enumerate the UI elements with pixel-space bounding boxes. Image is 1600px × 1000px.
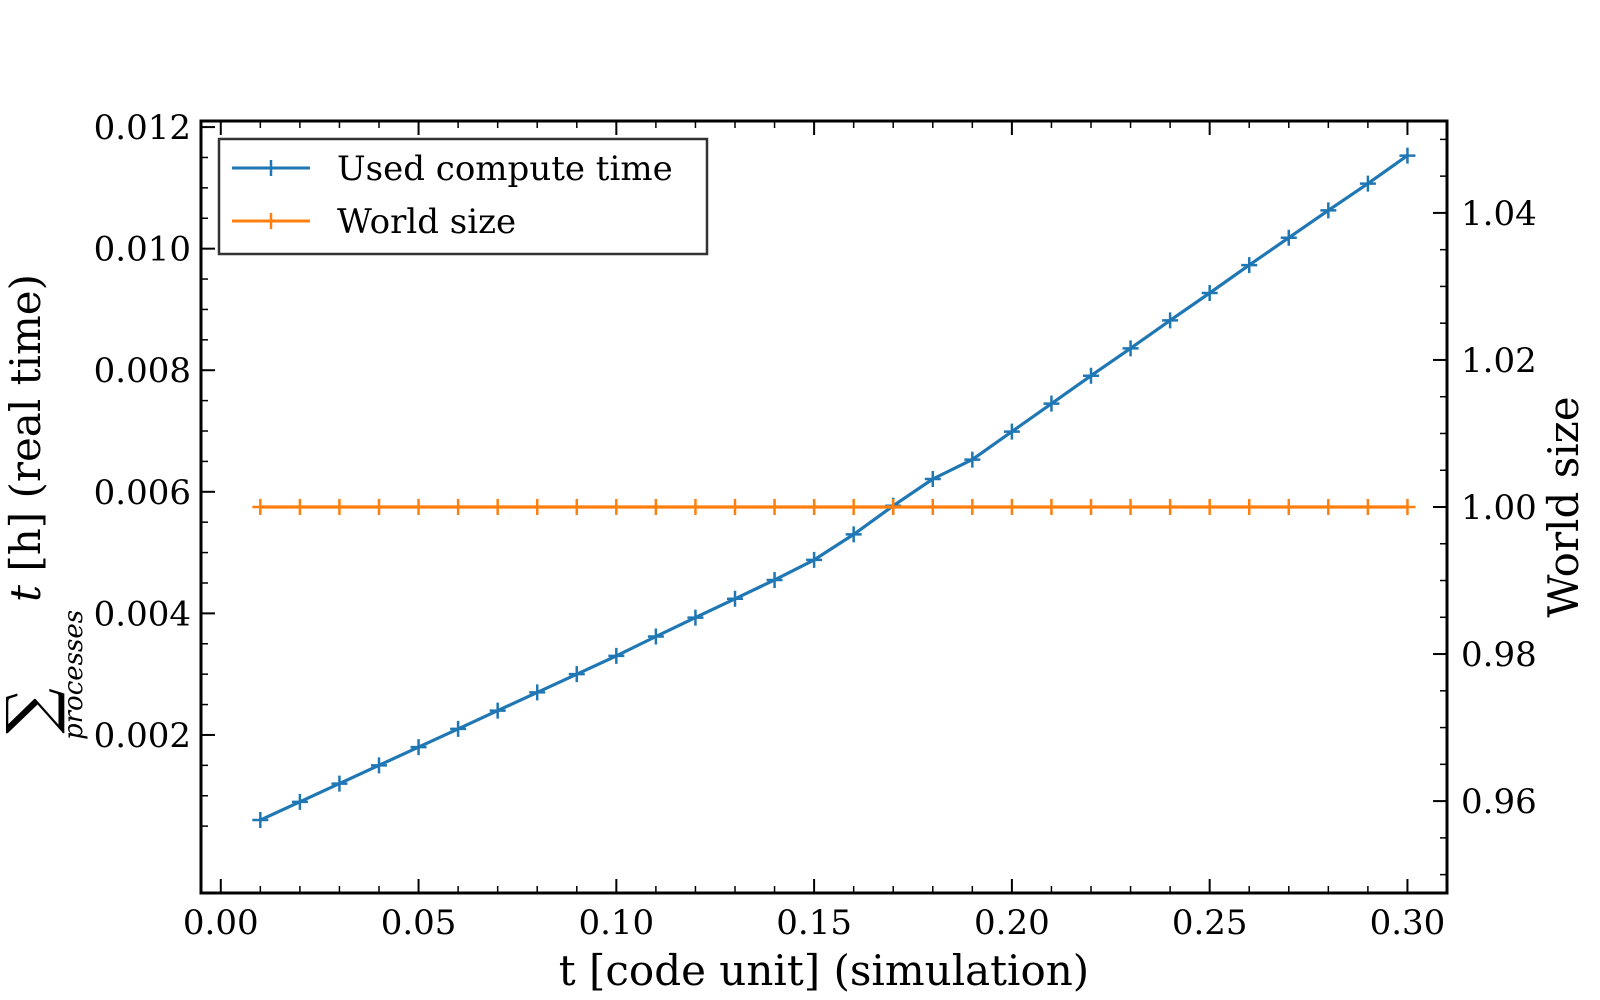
data-point-world-size <box>845 499 862 515</box>
legend-marker-world-size <box>263 213 279 229</box>
data-point-world-size <box>1201 499 1218 515</box>
y-left-tick-label: 0.012 <box>94 108 191 148</box>
data-point-world-size <box>371 499 387 515</box>
data-point-world-size <box>1280 499 1297 515</box>
legend-marker-compute-time <box>263 160 279 176</box>
data-point-world-size <box>1083 499 1099 515</box>
data-point-world-size <box>924 499 941 515</box>
legend-item-world-size: World size <box>232 202 516 242</box>
x-tick-label: 0.15 <box>776 903 852 943</box>
data-point-world-size <box>410 499 427 515</box>
data-point-world-size <box>291 499 308 515</box>
data-point-used-compute-time <box>1201 285 1218 302</box>
data-point-used-compute-time <box>410 739 427 756</box>
x-tick-label: 0.25 <box>1172 903 1248 943</box>
series-line-used-compute-time <box>259 154 1409 822</box>
y-left-variable: t <box>1 585 50 602</box>
data-point-world-size <box>1241 499 1258 515</box>
x-tick-label: 0.30 <box>1370 903 1446 943</box>
x-axis-title: t [code unit] (simulation) <box>559 946 1089 995</box>
data-point-used-compute-time <box>924 471 941 488</box>
data-point-world-size <box>964 499 981 515</box>
data-point-used-compute-time <box>806 551 823 568</box>
data-point-world-size <box>608 499 625 515</box>
data-point-used-compute-time <box>608 647 625 664</box>
data-point-used-compute-time <box>291 793 308 810</box>
data-point-used-compute-time <box>1003 423 1020 440</box>
data-point-world-size <box>568 499 585 515</box>
data-point-world-size <box>766 499 783 515</box>
ticks-layer: 0.00 0.05 0.10 0.15 0.20 0.25 0.30 0.002 0.004 0.… <box>94 108 1537 943</box>
data-point-world-size <box>1399 499 1416 515</box>
y-left-tick-label: 0.004 <box>94 594 191 634</box>
data-point-world-size <box>727 499 743 515</box>
x-tick-label: 0.00 <box>183 903 259 943</box>
y-axis-left-title: ∑processes t [h] (real time) <box>0 274 89 740</box>
x-tick-label: 0.05 <box>381 903 457 943</box>
y-left-tick-label: 0.008 <box>94 351 191 391</box>
data-point-world-size <box>1162 499 1179 515</box>
data-point-used-compute-time <box>964 451 981 468</box>
data-point-world-size <box>1359 499 1376 515</box>
data-point-used-compute-time <box>647 628 664 645</box>
x-tick-label: 0.20 <box>974 903 1050 943</box>
data-point-used-compute-time <box>1399 147 1416 164</box>
y-left-tick-label: 0.010 <box>94 230 191 270</box>
data-point-used-compute-time <box>450 720 467 737</box>
legend-label-world-size: World size <box>337 202 516 242</box>
data-point-used-compute-time <box>371 757 387 774</box>
data-point-world-size <box>806 499 823 515</box>
data-point-used-compute-time <box>1359 175 1376 192</box>
y-left-tick-label: 0.002 <box>94 716 191 756</box>
y-right-tick-label: 1.02 <box>1461 341 1537 381</box>
svg-text:∑processest [h] (real time): ∑processes t [h] (real time) <box>0 274 89 740</box>
data-point-world-size <box>252 499 269 515</box>
series-layer <box>252 147 1416 829</box>
data-point-used-compute-time <box>687 609 704 626</box>
plot-frame <box>199 119 1449 895</box>
data-point-world-size <box>885 499 902 515</box>
data-point-used-compute-time <box>1162 312 1179 329</box>
data-point-used-compute-time <box>1083 367 1099 384</box>
data-point-world-size <box>489 499 506 515</box>
data-point-used-compute-time <box>1122 340 1139 357</box>
data-point-used-compute-time <box>1241 257 1258 274</box>
data-point-used-compute-time <box>252 812 269 829</box>
legend-frame <box>217 137 709 256</box>
legend-item-compute-time: Used compute time <box>232 149 673 189</box>
data-point-world-size <box>1320 499 1337 515</box>
data-point-used-compute-time <box>727 590 743 607</box>
data-point-used-compute-time <box>568 666 585 683</box>
data-point-world-size <box>687 499 704 515</box>
y-left-title-text: [h] (real time) <box>1 274 50 585</box>
data-point-world-size <box>529 499 546 515</box>
y-right-tick-label: 1.00 <box>1461 488 1537 528</box>
data-point-world-size <box>1003 499 1020 515</box>
data-point-world-size <box>647 499 664 515</box>
y-right-tick-label: 0.96 <box>1461 782 1537 822</box>
data-point-used-compute-time <box>845 526 862 543</box>
data-point-used-compute-time <box>529 684 546 701</box>
y-axis-right-title: World size <box>1539 396 1588 617</box>
legend: Used compute time World size <box>217 137 709 256</box>
data-point-used-compute-time <box>766 571 783 588</box>
y-left-sum-symbol: ∑ <box>0 688 68 734</box>
data-point-world-size <box>1043 499 1060 515</box>
data-point-used-compute-time <box>489 702 506 719</box>
data-point-used-compute-time <box>1320 202 1337 219</box>
data-point-used-compute-time <box>331 775 348 792</box>
data-point-world-size <box>331 499 348 515</box>
data-point-used-compute-time <box>1280 229 1297 246</box>
data-point-world-size <box>450 499 467 515</box>
data-point-used-compute-time <box>1043 395 1060 412</box>
y-left-subscript: processes <box>59 610 89 740</box>
y-left-tick-label: 0.006 <box>94 473 191 513</box>
y-right-tick-label: 1.04 <box>1461 194 1537 234</box>
y-right-tick-label: 0.98 <box>1461 635 1537 675</box>
data-point-world-size <box>1122 499 1139 515</box>
legend-label-compute-time: Used compute time <box>337 149 673 189</box>
x-tick-label: 0.10 <box>578 903 654 943</box>
